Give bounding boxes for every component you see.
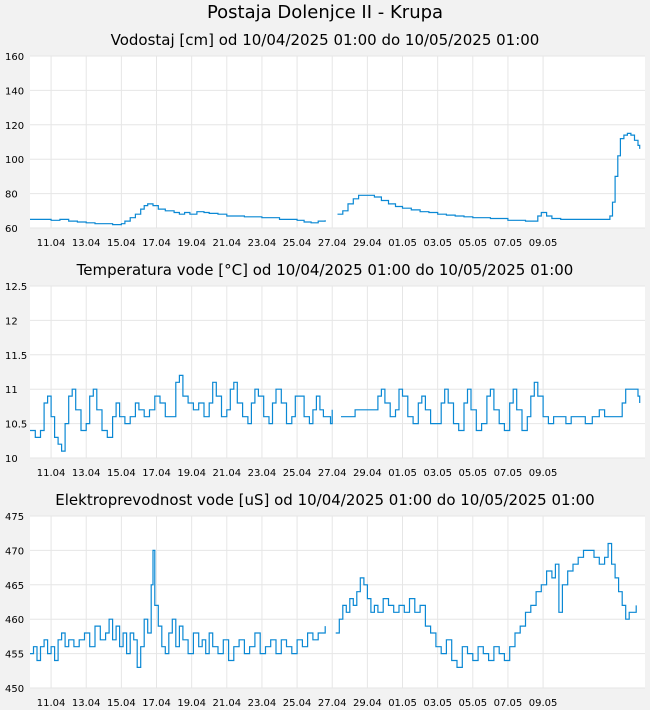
y-tick-label: 120 — [5, 121, 24, 132]
x-tick-label: 15.04 — [107, 468, 136, 479]
y-tick-label: 460 — [5, 615, 24, 626]
x-tick-label: 15.04 — [107, 238, 136, 249]
y-tick-label: 475 — [5, 512, 24, 523]
x-tick-label: 05.05 — [458, 468, 487, 479]
y-tick-label: 12.5 — [5, 282, 27, 293]
x-tick-label: 27.04 — [318, 468, 347, 479]
x-tick-label: 07.05 — [494, 698, 523, 709]
x-tick-label: 25.04 — [283, 238, 312, 249]
y-tick-label: 11 — [5, 385, 18, 396]
chart-water-level: 60 80 100 120 140 160 11.04 13.04 15.04 17.04 19.0… — [5, 52, 645, 249]
y-tick-label: 140 — [5, 86, 24, 97]
y-tick-label: 60 — [5, 224, 18, 235]
x-tick-label: 23.04 — [248, 238, 277, 249]
series-line-conductivity-1 — [30, 549, 326, 668]
x-tick-label: 15.04 — [107, 698, 136, 709]
x-tick-label: 27.04 — [318, 698, 347, 709]
x-tick-label: 11.04 — [37, 698, 66, 709]
x-tick-label: 25.04 — [283, 698, 312, 709]
y-tick-label: 12 — [5, 316, 18, 327]
x-tick-label: 29.04 — [353, 238, 382, 249]
y-tick-label: 470 — [5, 546, 24, 557]
x-tick-label: 21.04 — [212, 468, 241, 479]
x-tick-label: 29.04 — [353, 468, 382, 479]
plot-area — [30, 286, 645, 458]
x-tick-label: 03.05 — [423, 468, 452, 479]
x-tick-label: 03.05 — [423, 698, 452, 709]
y-tick-label: 10 — [5, 454, 18, 465]
x-tick-label: 11.04 — [37, 468, 66, 479]
x-tick-label: 03.05 — [423, 238, 452, 249]
series-line-conductivity-2 — [335, 542, 637, 668]
x-tick-label: 19.04 — [177, 468, 206, 479]
x-tick-label: 13.04 — [72, 238, 101, 249]
x-tick-label: 09.05 — [529, 468, 558, 479]
x-tick-label: 17.04 — [142, 238, 171, 249]
chart-water-temperature: 10 10.5 11 11.5 12 12.5 11.04 13.04 15.04 17.04 19… — [5, 282, 645, 479]
y-tick-label: 465 — [5, 581, 24, 592]
x-tick-label: 17.04 — [142, 468, 171, 479]
y-tick-label: 455 — [5, 650, 24, 661]
x-tick-label: 07.05 — [494, 468, 523, 479]
x-tick-label: 25.04 — [283, 468, 312, 479]
x-tick-label: 19.04 — [177, 698, 206, 709]
x-tick-label: 21.04 — [212, 238, 241, 249]
x-tick-label: 01.05 — [388, 698, 417, 709]
x-tick-label: 11.04 — [37, 238, 66, 249]
x-tick-label: 01.05 — [388, 238, 417, 249]
x-tick-label: 07.05 — [494, 238, 523, 249]
chart-conductivity: 450 455 460 465 470 475 11.04 13.04 15.04 17.04 19… — [5, 512, 645, 709]
y-tick-label: 450 — [5, 684, 24, 695]
chart-title-conductivity: Elektroprevodnost vode [uS] od 10/04/202… — [55, 491, 595, 509]
x-tick-label: 19.04 — [177, 238, 206, 249]
page-title: Postaja Dolenjce II - Krupa — [206, 2, 444, 23]
x-tick-label: 05.05 — [458, 698, 487, 709]
series-line-water-temperature-1 — [30, 374, 333, 452]
x-tick-label: 23.04 — [248, 468, 277, 479]
y-tick-label: 80 — [5, 190, 18, 201]
x-tick-label: 01.05 — [388, 468, 417, 479]
x-tick-label: 21.04 — [212, 698, 241, 709]
series-line-water-level-1 — [30, 203, 326, 226]
x-tick-label: 09.05 — [529, 238, 558, 249]
y-tick-label: 100 — [5, 155, 24, 166]
plot-area — [30, 516, 645, 688]
series-line-water-level-2 — [337, 132, 641, 222]
x-tick-label: 05.05 — [458, 238, 487, 249]
x-tick-label: 13.04 — [72, 468, 101, 479]
chart-title-water-temperature: Temperatura vode [°C] od 10/04/2025 01:0… — [76, 261, 574, 279]
x-tick-label: 17.04 — [142, 698, 171, 709]
y-tick-label: 11.5 — [5, 351, 27, 362]
series-line-water-temperature-2 — [341, 381, 641, 432]
x-tick-label: 23.04 — [248, 698, 277, 709]
x-tick-label: 13.04 — [72, 698, 101, 709]
x-tick-label: 29.04 — [353, 698, 382, 709]
x-tick-label: 09.05 — [529, 698, 558, 709]
x-tick-label: 27.04 — [318, 238, 347, 249]
plot-area — [30, 56, 645, 228]
y-tick-label: 160 — [5, 52, 24, 63]
y-tick-label: 10.5 — [5, 420, 27, 431]
chart-title-water-level: Vodostaj [cm] od 10/04/2025 01:00 do 10/… — [110, 31, 540, 49]
